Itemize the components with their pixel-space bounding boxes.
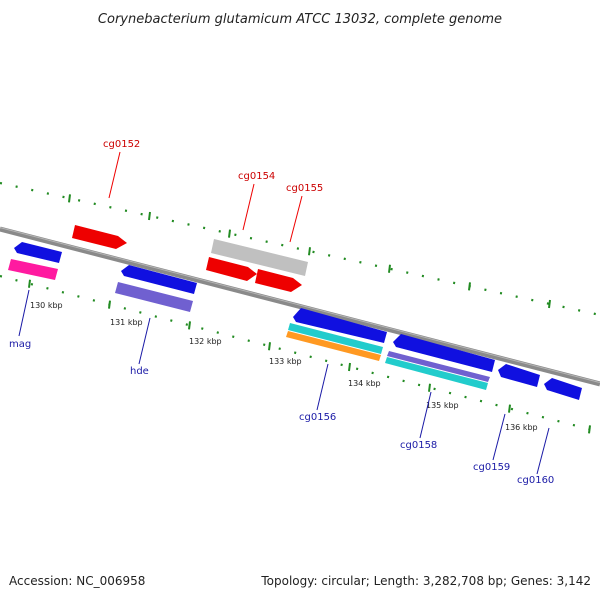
tick-label-130kbp: 130 kbp [30,301,63,310]
gene-hde[interactable] [121,265,197,294]
gene-label-mag[interactable]: mag [9,339,31,350]
map-title: Corynebacterium glutamicum ATCC 13032, c… [98,12,502,27]
inner-major-tick [588,425,591,434]
gene-label-leaders [18,151,550,475]
outer-major-tick [308,247,311,256]
leader-hde [138,317,151,365]
gene-labels: cg0152 cg0154 cg0155 mag hde cg0156 cg01… [9,139,554,486]
tick-labels: 130 kbp 131 kbp 132 kbp 133 kbp 134 kbp … [30,301,538,432]
gene-mag-product[interactable] [8,259,58,280]
outer-major-tick [388,264,391,273]
gene-cg0156[interactable] [293,308,387,343]
tick-label-135kbp: 135 kbp [426,401,459,410]
gene-label-cg0158[interactable]: cg0158 [400,440,437,451]
accession-text: Accession: NC_006958 [9,574,146,588]
leader-cg0158 [419,391,432,439]
leader-mag [18,289,30,337]
inner-major-tick [28,279,31,288]
gene-label-hde[interactable]: hde [130,366,149,377]
tick-label-134kbp: 134 kbp [348,379,381,388]
gene-cg0152[interactable] [72,225,127,249]
gene-mag[interactable] [14,242,62,263]
genome-summary-text: Topology: circular; Length: 3,282,708 bp… [261,574,591,588]
leader-cg0156 [316,363,329,411]
inner-major-tick [108,300,111,309]
outer-major-tick [68,194,71,203]
leader-cg0154 [242,183,255,231]
leader-cg0159 [492,413,506,461]
outer-major-tick [548,299,551,309]
outer-major-tick [148,211,151,221]
gene-cg0158-product-b[interactable] [385,357,488,390]
gene-cg0156-product-b[interactable] [286,331,381,361]
leader-cg0160 [536,427,550,475]
tick-label-133kbp: 133 kbp [269,357,302,366]
gene-label-cg0159[interactable]: cg0159 [473,462,510,473]
inner-major-tick [268,342,271,351]
gene-label-cg0152[interactable]: cg0152 [103,139,140,150]
inner-major-tick [348,362,351,372]
gene-cg0154[interactable] [206,257,257,281]
tick-label-136kbp: 136 kbp [505,423,538,432]
gene-cg0155[interactable] [255,269,302,292]
genome-backbone [0,226,600,387]
tick-label-132kbp: 132 kbp [189,337,222,346]
gene-hde-product[interactable] [115,282,193,312]
gene-cg0156-product-a[interactable] [288,323,383,354]
tick-label-131kbp: 131 kbp [110,318,143,327]
gene-label-cg0154[interactable]: cg0154 [238,171,275,182]
outer-major-tick [228,229,231,238]
gene-cg0160[interactable] [544,378,582,400]
inner-major-tick [428,383,431,392]
major-ticks [28,194,591,434]
gene-cg0159[interactable] [498,364,540,387]
inner-major-tick [508,404,511,413]
leader-cg0152 [108,151,121,199]
gene-grey-feature[interactable] [211,239,308,276]
gene-cg0158[interactable] [393,334,495,372]
genome-backbone-highlight [0,227,600,384]
leader-cg0155 [289,195,303,243]
gene-cg0158-product-a[interactable] [387,351,490,382]
gene-label-cg0155[interactable]: cg0155 [286,183,323,194]
outer-major-tick [468,282,471,291]
gene-label-cg0160[interactable]: cg0160 [517,475,554,486]
gene-label-cg0156[interactable]: cg0156 [299,412,336,423]
forward-strand-genes [72,225,308,292]
reverse-strand-genes [8,242,582,400]
inner-major-tick [188,321,191,330]
